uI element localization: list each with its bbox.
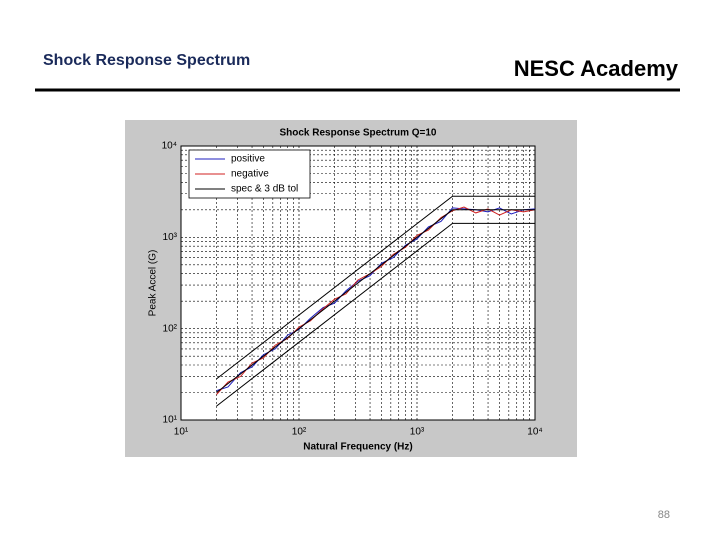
y-tick-label: 10² xyxy=(163,323,178,334)
legend-label: negative xyxy=(231,169,269,180)
y-tick-label: 10⁴ xyxy=(162,141,177,152)
slide-title: Shock Response Spectrum xyxy=(43,52,250,69)
tolerance-line xyxy=(216,222,535,407)
page-number: 88 xyxy=(658,509,670,521)
x-axis-label: Natural Frequency (Hz) xyxy=(303,442,412,453)
y-tick-label: 10¹ xyxy=(163,415,178,426)
brand: NESC Academy xyxy=(514,56,679,81)
tolerance-line xyxy=(216,195,535,380)
x-tick-label: 10¹ xyxy=(174,427,189,438)
x-tick-label: 10³ xyxy=(410,427,425,438)
series-line xyxy=(216,209,535,393)
legend-label: spec & 3 dB tol xyxy=(231,184,298,195)
y-axis-label: Peak Accel (G) xyxy=(148,250,159,317)
y-tick-label: 10³ xyxy=(163,232,178,243)
legend-label: positive xyxy=(231,154,265,165)
x-tick-label: 10⁴ xyxy=(527,427,542,438)
x-tick-label: 10² xyxy=(292,427,307,438)
chart-title: Shock Response Spectrum Q=10 xyxy=(279,128,436,139)
